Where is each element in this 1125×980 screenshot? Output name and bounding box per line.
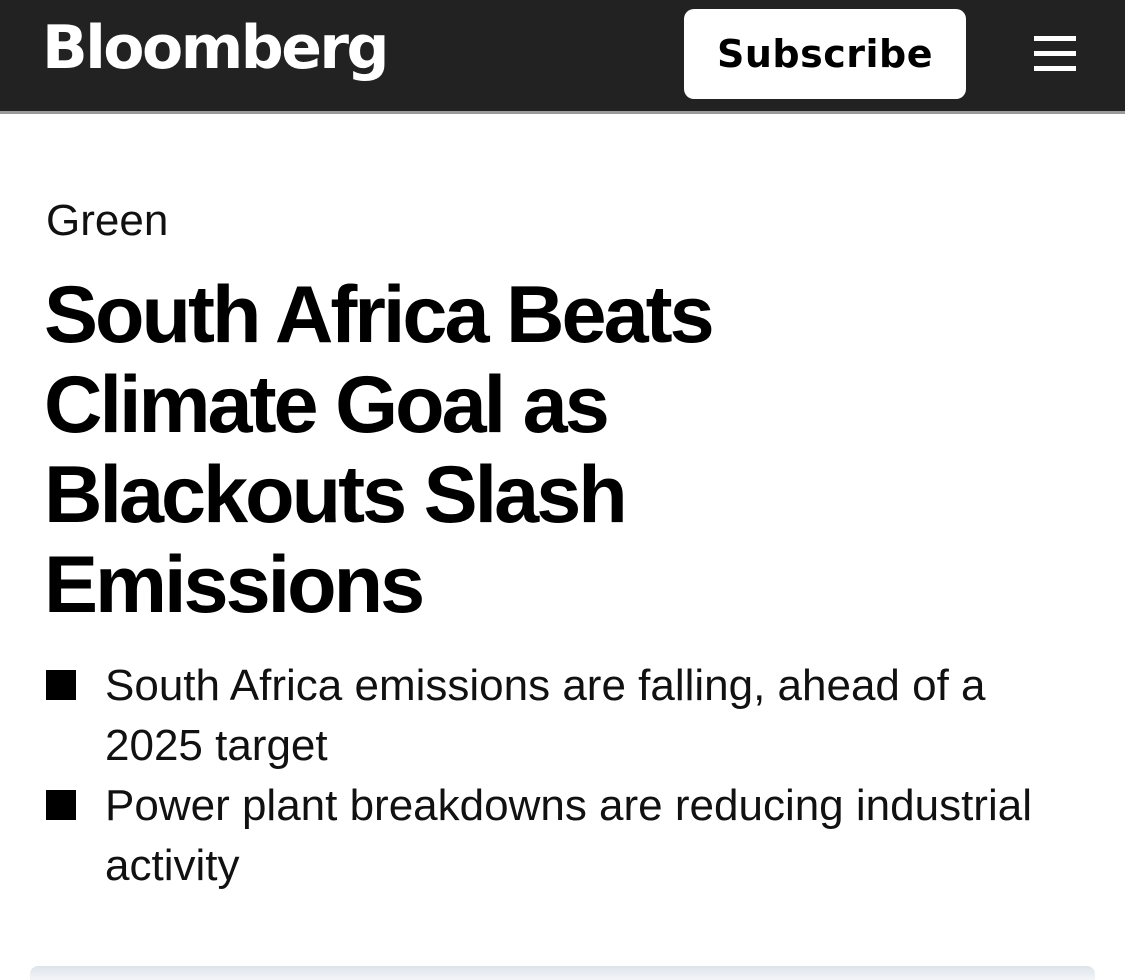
bullet-square-icon [46,670,76,700]
bloomberg-logo[interactable]: Bloomberg [42,13,389,83]
top-navigation-bar: Bloomberg Subscribe [0,0,1125,114]
menu-line [1034,36,1076,41]
next-content-card-edge [30,966,1095,980]
menu-line [1034,51,1076,56]
summary-bullet: Power plant breakdowns are reducing indu… [44,776,1084,896]
article-headline: South Africa Beats Climate Goal as Black… [44,270,715,630]
article-summary-list: South Africa emissions are falling, ahea… [44,656,1084,896]
summary-bullet-text: Power plant breakdowns are reducing indu… [105,781,1032,890]
subscribe-button[interactable]: Subscribe [684,9,966,99]
menu-line [1034,66,1076,71]
hamburger-menu-icon[interactable] [1030,33,1080,77]
summary-bullet-text: South Africa emissions are falling, ahea… [105,661,986,770]
section-kicker[interactable]: Green [46,196,169,245]
summary-bullet: South Africa emissions are falling, ahea… [44,656,1084,776]
bullet-square-icon [46,790,76,820]
